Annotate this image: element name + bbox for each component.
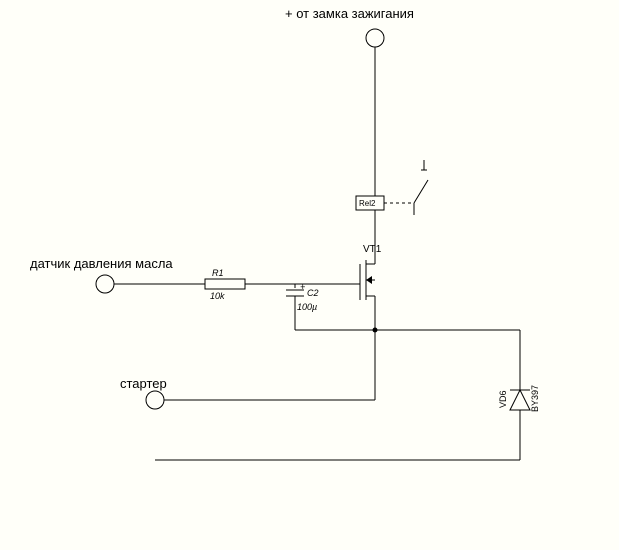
terminal-oil-sensor [96,275,114,293]
label-r1-val: 10k [210,291,225,301]
label-supply: + от замка зажигания [285,6,414,21]
label-starter: стартер [120,376,167,391]
component-diode [510,390,530,410]
terminal-starter [146,391,164,409]
label-r1-ref: R1 [212,268,224,278]
label-c2-ref: C2 [307,288,319,298]
label-vd6-ref: VD6 [498,390,508,408]
terminal-supply [366,29,384,47]
node-junction [373,328,378,333]
label-vt1: VT1 [363,244,382,255]
label-rel2: Rel2 [359,199,376,208]
label-oil-sensor: датчик давления масла [30,256,173,271]
label-c2-val: 100µ [297,302,317,312]
label-vd6-val: BY397 [530,385,540,412]
component-transistor [356,255,375,305]
component-resistor [205,279,245,289]
label-c2-pol: + [300,282,305,292]
circuit-schematic: + от замка зажигания датчик давления мас… [0,0,619,550]
